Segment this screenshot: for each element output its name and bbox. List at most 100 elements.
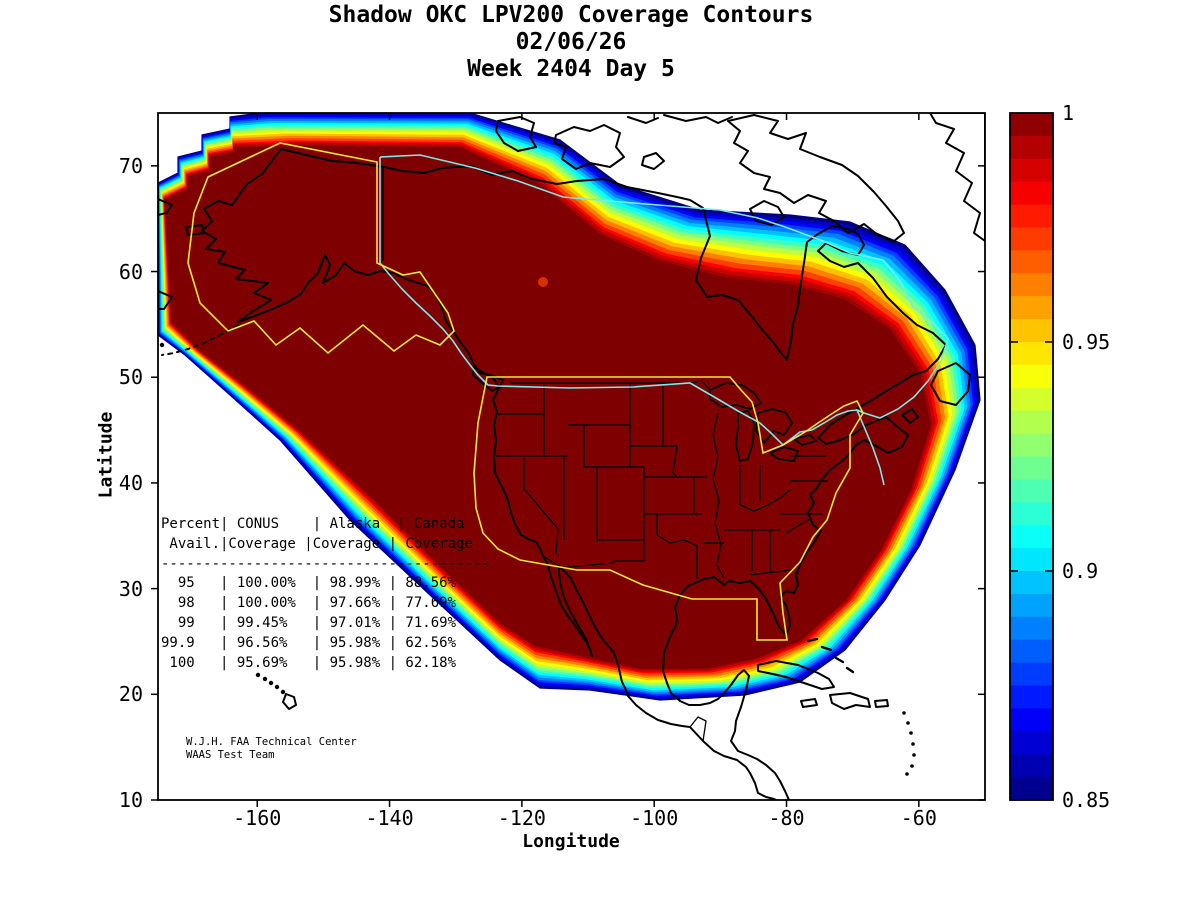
yellow-boundary-conus (473, 376, 864, 641)
colorbar-band (1010, 502, 1053, 526)
colorbar-band (1010, 296, 1053, 320)
colorbar-band (1010, 616, 1053, 641)
y-tick-label: 30 (118, 576, 143, 601)
x-tick-label: -100 (630, 806, 679, 830)
colorbar-band (1010, 181, 1053, 206)
coastline-greenland (929, 113, 985, 242)
lake-ontario (793, 434, 817, 446)
coastline-chukotka-a (158, 198, 173, 216)
colorbar-band (1010, 342, 1053, 366)
lake-huron (755, 408, 793, 444)
islands-bahamas (806, 637, 855, 674)
coastline-chukotka-b (158, 290, 173, 310)
coastline-arctic-atlantic-gulf (203, 148, 947, 800)
colorbar-band (1010, 113, 1053, 137)
state-borders (382, 168, 828, 742)
colorbar-band (1010, 387, 1053, 412)
credit-line-1: W.J.H. FAA Technical Center (186, 736, 357, 748)
chart-week-day: Week 2404 Day 5 (467, 56, 675, 82)
colorbar-tick-label: 0.9 (1062, 559, 1099, 583)
colorbar (1009, 112, 1054, 801)
colorbar-band (1010, 433, 1053, 458)
island-jamaica (800, 698, 818, 708)
lake-superior (709, 382, 762, 410)
yellow-boundary-alaska (187, 142, 455, 355)
island-hispaniola (829, 692, 871, 710)
colorbar-band (1010, 135, 1053, 160)
island-attu-dot (159, 342, 165, 348)
chart-date: 02/06/26 (515, 29, 627, 55)
x-tick-label: -140 (365, 806, 414, 830)
y-tick-label: 40 (118, 470, 143, 495)
chart-title: Shadow OKC LPV200 Coverage Contours (328, 2, 814, 28)
island-king-william (641, 152, 665, 170)
coastline-aleutians (161, 324, 239, 356)
y-tick-label: 10 (118, 788, 143, 812)
axis-ticks (151, 113, 985, 807)
cyan-boundary-north (379, 154, 949, 486)
island-hawaii-dot (274, 684, 280, 690)
island-st-lawrence (185, 224, 205, 236)
contour-band (164, 145, 931, 669)
island-cuba (757, 660, 835, 690)
coastlines (158, 113, 985, 800)
colorbar-band (1010, 319, 1053, 343)
colorbar-band (1010, 662, 1053, 687)
y-tick-label: 70 (118, 153, 143, 178)
colorbar-band (1010, 639, 1053, 664)
colorbar-band (1010, 708, 1053, 732)
colorbar-band (1010, 410, 1053, 435)
lake-michigan (735, 410, 755, 462)
island-antilles-dot (902, 711, 906, 715)
x-tick-label: -160 (233, 806, 282, 830)
island-victoria (553, 124, 625, 170)
colorbar-ticks (1011, 341, 1052, 572)
colorbar-band (1010, 754, 1053, 778)
island-antilles-dot (905, 772, 909, 776)
island-southampton (749, 200, 785, 226)
colorbar-tick-label: 1 (1062, 101, 1075, 125)
x-tick-label: -80 (768, 806, 805, 830)
colorbar-band (1010, 777, 1053, 801)
colorbar-band (1010, 273, 1053, 297)
plot-frame (157, 112, 986, 801)
credit-text: W.J.H. FAA Technical Center WAAS Test Te… (186, 736, 357, 762)
coverage-table: Percent| CONUS | Alaska | Canada Avail.|… (161, 516, 490, 671)
island-antilles-dot (909, 731, 913, 735)
island-hawaii-dot (255, 672, 261, 678)
map-area (158, 113, 985, 800)
x-tick-label: -60 (900, 806, 937, 830)
colorbar-band (1010, 456, 1053, 480)
small-islands (159, 342, 916, 776)
colorbar-band (1010, 158, 1053, 183)
island-antilles-dot (910, 764, 914, 768)
y-tick-label: 20 (118, 682, 143, 707)
island-devon (663, 114, 733, 124)
waas-boundary-yellow (187, 142, 864, 641)
island-hawaii-big (282, 693, 297, 710)
chart-title-block: Shadow OKC LPV200 Coverage Contours 02/0… (329, 2, 814, 83)
colorbar-band (1010, 685, 1053, 709)
colorbar-band (1010, 227, 1053, 251)
colorbar-band (1010, 593, 1053, 618)
y-tick-label: 50 (118, 365, 143, 390)
island-hawaii-dot (280, 689, 286, 695)
colorbar-band (1010, 204, 1053, 229)
island-vancouver (472, 366, 500, 392)
contour-anomaly-spot (538, 277, 548, 287)
x-axis-label: Longitude (522, 831, 620, 852)
colorbar-tick-label: 0.85 (1062, 788, 1111, 812)
great-lakes (709, 382, 817, 462)
colorbar-tick-label: 0.95 (1062, 330, 1111, 354)
colorbar-band (1010, 479, 1053, 503)
y-tick-label: 60 (118, 259, 143, 284)
colorbar-band (1010, 731, 1053, 755)
colorbar-band (1010, 525, 1053, 549)
colorbar-band (1010, 364, 1053, 389)
island-antilles-dot (912, 753, 916, 757)
contour-bands (158, 113, 981, 701)
island-hawaii-dot (262, 676, 268, 682)
island-newfoundland (930, 362, 971, 406)
colorbar-frame (1009, 112, 1054, 801)
